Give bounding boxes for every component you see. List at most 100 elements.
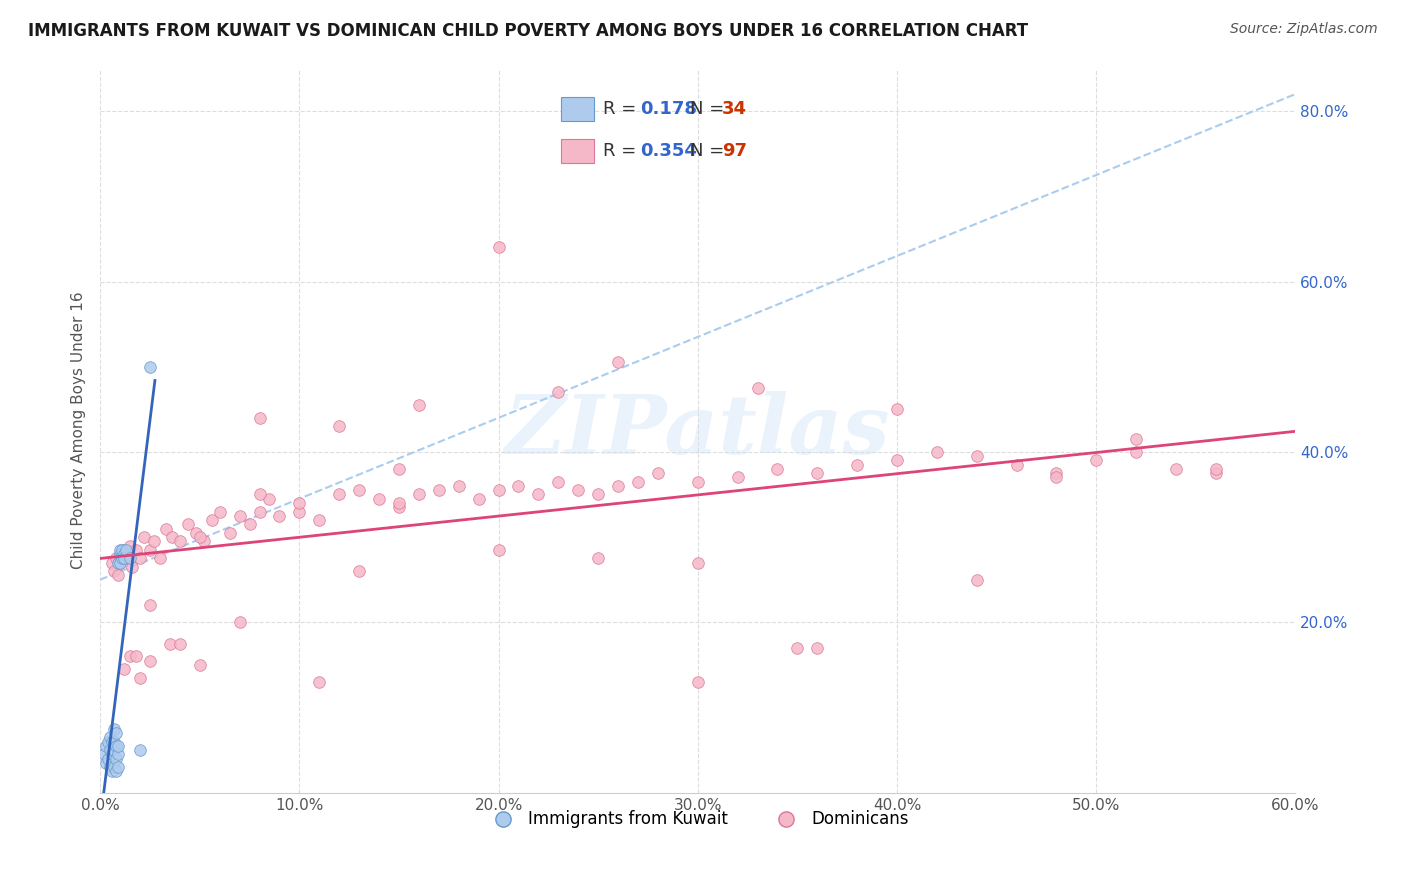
- Point: [249, 410, 271, 425]
- Point: [97, 751, 120, 765]
- Point: [368, 491, 391, 506]
- Point: [129, 743, 152, 757]
- Point: [125, 649, 148, 664]
- Point: [647, 466, 669, 480]
- Point: [155, 522, 177, 536]
- Point: [269, 508, 291, 523]
- Point: [201, 513, 224, 527]
- Point: [427, 483, 450, 498]
- Point: [1125, 445, 1147, 459]
- Point: [108, 547, 131, 561]
- Point: [388, 462, 411, 476]
- Point: [547, 385, 569, 400]
- Point: [846, 458, 869, 472]
- Point: [108, 556, 131, 570]
- Point: [208, 504, 231, 518]
- Point: [193, 534, 215, 549]
- Point: [259, 491, 281, 506]
- Point: [103, 760, 125, 774]
- Point: [177, 517, 200, 532]
- Point: [169, 636, 191, 650]
- Point: [112, 542, 135, 557]
- Point: [1085, 453, 1108, 467]
- Point: [1045, 466, 1067, 480]
- Point: [347, 483, 370, 498]
- Point: [249, 504, 271, 518]
- Point: [627, 475, 650, 489]
- Point: [115, 542, 138, 557]
- Point: [586, 487, 609, 501]
- Point: [139, 542, 162, 557]
- Point: [107, 556, 129, 570]
- Point: [132, 530, 155, 544]
- Point: [139, 599, 162, 613]
- Point: [806, 640, 828, 655]
- Point: [786, 640, 808, 655]
- Point: [105, 739, 128, 753]
- Point: [139, 654, 162, 668]
- Point: [129, 671, 152, 685]
- Point: [1005, 458, 1028, 472]
- Point: [886, 402, 908, 417]
- Point: [727, 470, 749, 484]
- Point: [288, 504, 311, 518]
- Point: [117, 551, 139, 566]
- Point: [686, 475, 709, 489]
- Point: [105, 726, 128, 740]
- Point: [308, 674, 330, 689]
- Point: [103, 734, 125, 748]
- Point: [228, 615, 250, 630]
- Point: [112, 547, 135, 561]
- Point: [101, 764, 124, 779]
- Point: [567, 483, 589, 498]
- Point: [93, 747, 115, 762]
- Point: [249, 487, 271, 501]
- Point: [388, 500, 411, 515]
- Point: [288, 496, 311, 510]
- Point: [1045, 470, 1067, 484]
- Point: [101, 734, 124, 748]
- Point: [107, 739, 129, 753]
- Point: [101, 556, 124, 570]
- Point: [112, 551, 135, 566]
- Point: [686, 674, 709, 689]
- Point: [966, 573, 988, 587]
- Point: [1205, 462, 1227, 476]
- Point: [184, 525, 207, 540]
- Point: [118, 649, 141, 664]
- Point: [508, 479, 530, 493]
- Point: [111, 542, 134, 557]
- Legend: Immigrants from Kuwait, Dominicans: Immigrants from Kuwait, Dominicans: [479, 804, 915, 835]
- Point: [488, 542, 510, 557]
- Point: [586, 551, 609, 566]
- Point: [1125, 432, 1147, 446]
- Point: [527, 487, 550, 501]
- Point: [308, 513, 330, 527]
- Point: [159, 636, 181, 650]
- Point: [105, 764, 128, 779]
- Point: [886, 453, 908, 467]
- Point: [118, 551, 141, 566]
- Text: Source: ZipAtlas.com: Source: ZipAtlas.com: [1230, 22, 1378, 37]
- Point: [103, 722, 125, 736]
- Point: [686, 556, 709, 570]
- Point: [467, 491, 489, 506]
- Point: [347, 564, 370, 578]
- Y-axis label: Child Poverty Among Boys Under 16: Child Poverty Among Boys Under 16: [72, 292, 86, 569]
- Point: [806, 466, 828, 480]
- Point: [108, 542, 131, 557]
- Point: [149, 551, 172, 566]
- Point: [607, 355, 630, 369]
- Point: [218, 525, 240, 540]
- Point: [97, 734, 120, 748]
- Point: [188, 657, 211, 672]
- Point: [98, 743, 121, 757]
- Point: [94, 739, 117, 753]
- Point: [107, 568, 129, 582]
- Point: [105, 551, 128, 566]
- Point: [547, 475, 569, 489]
- Point: [388, 496, 411, 510]
- Point: [111, 551, 134, 566]
- Point: [238, 517, 260, 532]
- Point: [139, 359, 162, 374]
